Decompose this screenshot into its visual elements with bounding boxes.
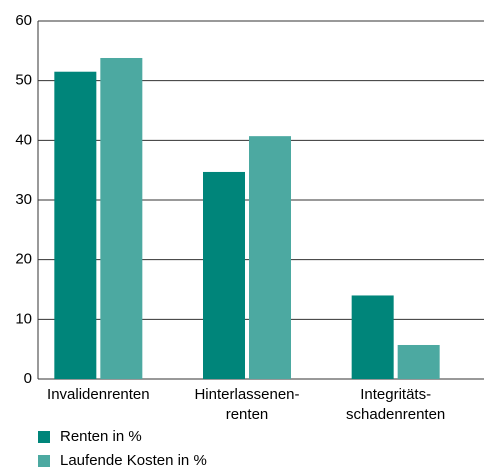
x-tick-line: renten	[226, 406, 269, 423]
x-tick-label: Integritäts-schadenrenten	[346, 386, 445, 423]
x-tick-label: Invalidenrenten	[47, 386, 150, 403]
x-tick-line: schadenrenten	[346, 406, 445, 423]
bar	[351, 295, 394, 379]
legend-swatch	[38, 455, 50, 467]
y-tick-label: 50	[15, 72, 32, 89]
legend-swatch	[38, 431, 50, 443]
bar	[54, 71, 97, 379]
y-tick-label: 30	[15, 191, 32, 208]
bar	[203, 171, 245, 379]
y-tick-label: 40	[15, 131, 32, 148]
y-tick-label: 0	[24, 370, 32, 387]
x-tick-line: Invalidenrenten	[47, 386, 150, 403]
y-tick-label: 20	[15, 251, 32, 268]
x-tick-line: Hinterlassenen-	[194, 386, 299, 403]
x-tick-label: Hinterlassenen-renten	[194, 386, 299, 423]
bar	[249, 136, 291, 379]
bar	[397, 344, 440, 379]
bar	[100, 57, 143, 379]
y-tick-label: 10	[15, 310, 32, 327]
legend-label: Renten in %	[60, 428, 142, 445]
y-tick-label: 60	[15, 12, 32, 29]
x-tick-line: Integritäts-	[360, 386, 431, 403]
legend-label: Laufende Kosten in %	[60, 452, 207, 469]
